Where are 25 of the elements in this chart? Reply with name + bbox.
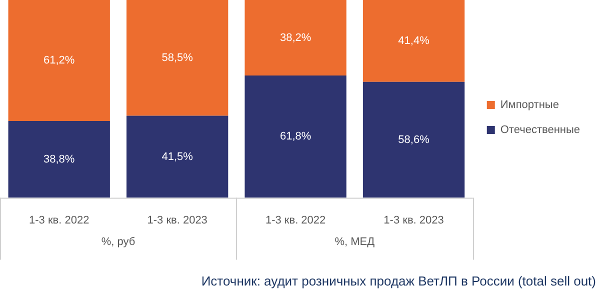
- data-label: 61,2%: [44, 54, 75, 67]
- x-tick-label: 1-3 кв. 2023: [384, 214, 444, 226]
- bar: [8, 0, 110, 122]
- legend-label: Отечественные: [500, 124, 580, 136]
- bar: [244, 76, 346, 198]
- text: %, МЕД: [334, 236, 376, 248]
- bar: [8, 121, 110, 198]
- data-label: 61,8%: [280, 130, 312, 143]
- data-label: 38,2%: [280, 32, 312, 44]
- bar: [362, 82, 465, 198]
- text: %, руб: [101, 236, 136, 248]
- x-tick-label: 1-3 кв. 2022: [29, 214, 90, 226]
- x-tick-label: 1-3 кв. 2023: [147, 214, 208, 226]
- data-label: 41,5%: [162, 150, 194, 163]
- legend-label: Импортные: [500, 99, 559, 112]
- bar: [244, 0, 346, 76]
- text: Источник: аудит розничных продаж ВетЛП в России (total sell out): [201, 274, 596, 289]
- data-label: 41,4%: [398, 34, 430, 47]
- bar: [126, 0, 228, 116]
- x-tick-label: 1-3 кв. 2022: [265, 214, 326, 226]
- data-label: 58,5%: [162, 52, 194, 64]
- data-label: 58,6%: [398, 134, 430, 146]
- bar: [126, 116, 228, 198]
- data-label: 38,8%: [44, 153, 75, 166]
- bar: [362, 0, 465, 82]
